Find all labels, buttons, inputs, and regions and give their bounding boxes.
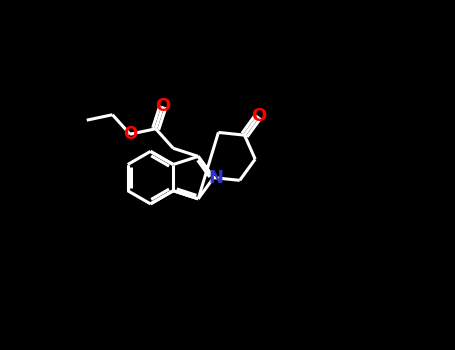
Text: O: O [155,97,171,115]
Text: O: O [251,107,266,125]
Text: O: O [123,125,137,143]
Text: N: N [208,169,223,187]
